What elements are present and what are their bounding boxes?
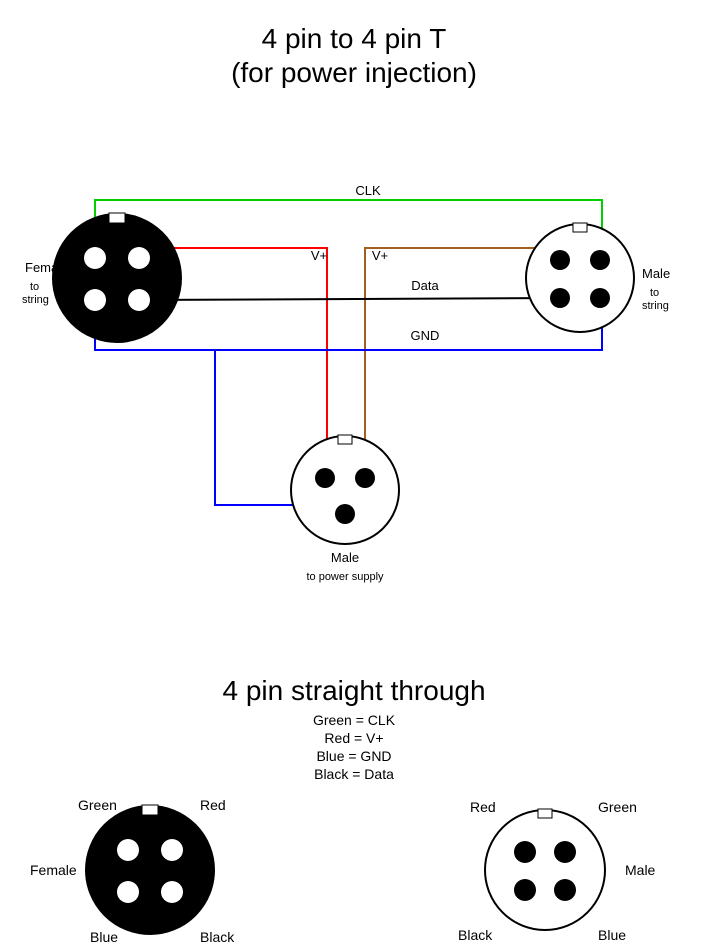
legend-line: Blue = GND — [316, 748, 391, 764]
connector-female-bl — [86, 805, 214, 934]
tag-blue-f: Blue — [90, 929, 118, 945]
male-bottom-sublabel: to power supply — [306, 571, 384, 583]
legend-line: Red = V+ — [324, 730, 383, 746]
male-right-label: Male — [642, 266, 670, 281]
tag-black-m: Black — [458, 927, 493, 943]
title2: 4 pin straight through — [222, 675, 485, 706]
tag-blue-m: Blue — [598, 927, 626, 943]
tag-black-f: Black — [200, 929, 235, 945]
title1-line2: (for power injection) — [231, 57, 477, 88]
wire-labels-top: CLK V+ V+ Data GND — [311, 183, 440, 343]
wire-label-vplus_right: V+ — [372, 248, 388, 263]
female-bl-label: Female — [30, 862, 77, 878]
wire-label-clk: CLK — [355, 183, 381, 198]
title1-line1: 4 pin to 4 pin T — [262, 23, 447, 54]
connector-female-left — [53, 213, 181, 342]
male-bottom-label: Male — [331, 550, 359, 565]
wire-label-gnd: GND — [411, 328, 440, 343]
tag-red-m: Red — [470, 799, 496, 815]
connector-male-right — [526, 223, 634, 332]
male-br-label: Male — [625, 862, 656, 878]
legend-line: Black = Data — [314, 766, 394, 782]
connector-male-br — [485, 809, 605, 930]
legend-line: Green = CLK — [313, 712, 396, 728]
wire-label-vplus_left: V+ — [311, 248, 327, 263]
tag-red-f: Red — [200, 797, 226, 813]
female-left-label: Female — [25, 260, 68, 275]
legend: Green = CLK Red = V+ Blue = GND Black = Dat… — [313, 712, 396, 782]
connector-male-bottom — [291, 435, 399, 544]
female-left-sublabel2: string — [22, 294, 49, 306]
tag-green-m: Green — [598, 799, 637, 815]
wiring-diagram: 4 pin to 4 pin T (for power injection) F… — [0, 0, 709, 948]
male-right-sublabel2: string — [642, 300, 669, 312]
female-left-sublabel1: to — [30, 281, 39, 293]
tag-green-f: Green — [78, 797, 117, 813]
male-right-sublabel1: to — [650, 287, 659, 299]
wire-label-data: Data — [411, 278, 439, 293]
wire-data — [139, 298, 560, 300]
